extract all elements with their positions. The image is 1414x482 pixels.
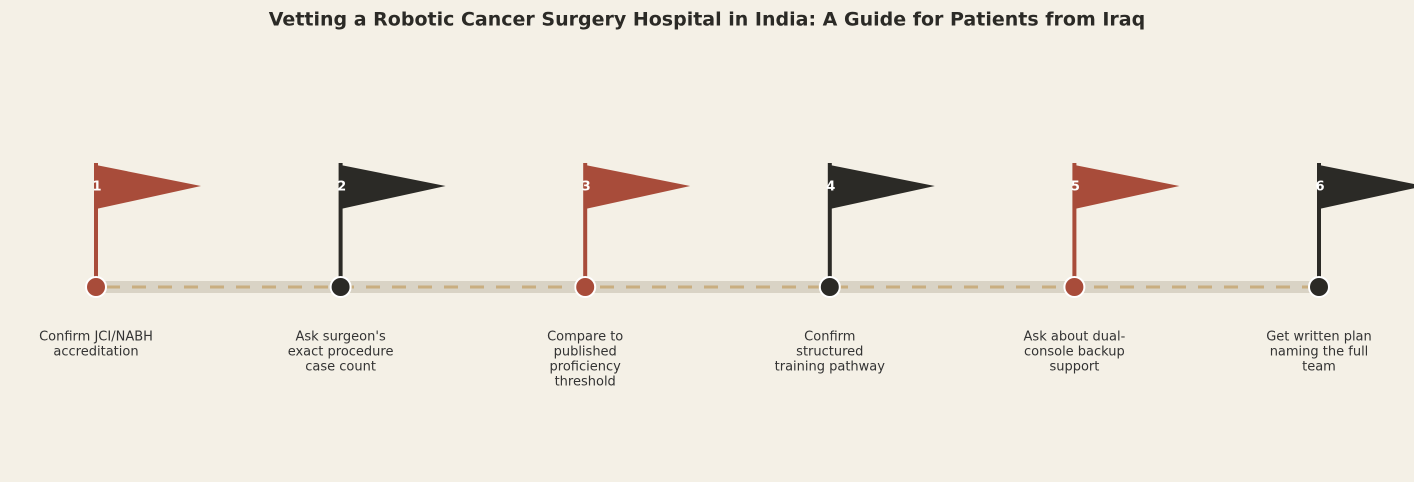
step-marker xyxy=(574,276,597,298)
step-marker xyxy=(85,276,107,298)
step-label: Get written plan xyxy=(1266,330,1372,345)
flag xyxy=(829,165,935,209)
title: Vetting a Robotic Cancer Surgery Hospita… xyxy=(269,9,1145,31)
step-label: naming the full xyxy=(1270,345,1369,360)
step-marker xyxy=(1063,276,1086,298)
flag xyxy=(1319,165,1414,209)
flag-pole xyxy=(94,163,98,287)
step-number: 2 xyxy=(337,180,346,195)
step-label: accreditation xyxy=(53,345,138,360)
step-label: threshold xyxy=(555,375,616,390)
step-marker xyxy=(818,276,841,298)
step-label: structured xyxy=(796,345,863,360)
step-label: published xyxy=(554,345,617,360)
step-number: 6 xyxy=(1315,180,1324,195)
step-label: console backup xyxy=(1024,345,1125,360)
step-number: 3 xyxy=(582,180,591,195)
step-label: case count xyxy=(305,360,376,375)
step-number: 5 xyxy=(1071,180,1080,195)
flag-pole xyxy=(583,163,588,287)
step-label: Confirm JCI/NABH xyxy=(39,330,153,345)
step-marker xyxy=(1308,276,1330,298)
flag xyxy=(585,165,691,209)
step-label: exact procedure xyxy=(288,345,394,360)
flag-pole xyxy=(338,163,343,287)
flag xyxy=(340,165,446,209)
step-label: Confirm xyxy=(804,330,855,345)
step-marker xyxy=(329,276,352,298)
step-number: 4 xyxy=(826,180,835,195)
flag-pole xyxy=(1072,163,1077,287)
step-label: proficiency xyxy=(550,360,622,375)
flag xyxy=(96,165,201,209)
step-label: Compare to xyxy=(547,330,623,345)
flag-pole xyxy=(1317,163,1321,287)
step-number: 1 xyxy=(92,180,101,195)
step-label: support xyxy=(1049,360,1099,375)
step-label: Ask about dual- xyxy=(1024,330,1126,345)
flag-pole xyxy=(827,163,832,287)
step-label: team xyxy=(1302,360,1336,375)
step-label: Ask surgeon's xyxy=(295,330,385,345)
flag xyxy=(1074,165,1180,209)
step-label: training pathway xyxy=(775,360,886,375)
